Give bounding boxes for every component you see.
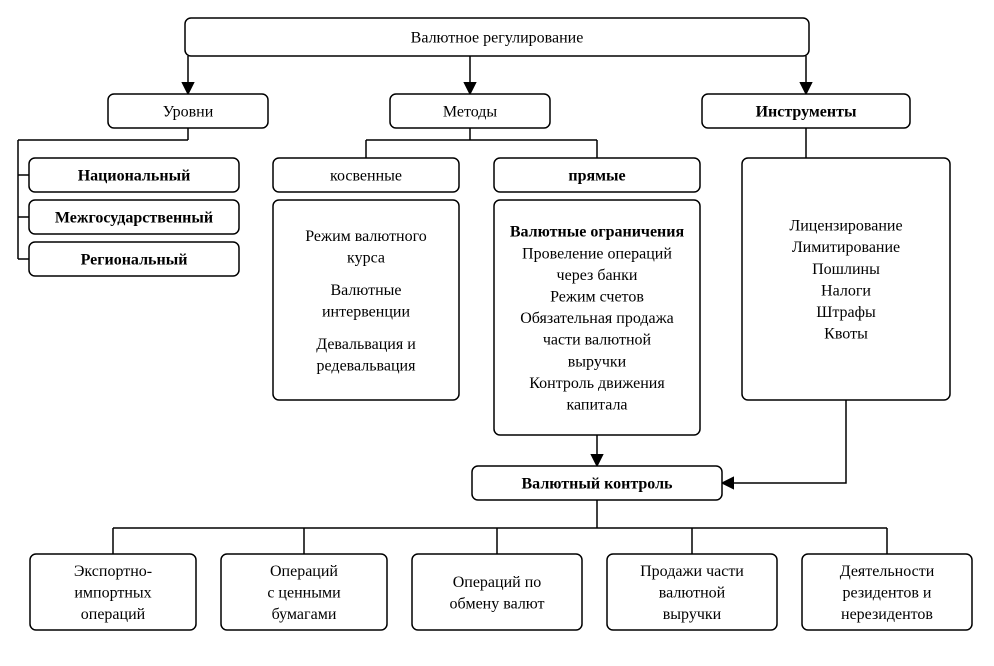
line-b1-0: Экспортно- <box>74 563 152 580</box>
line-instr_big-5: Квоты <box>824 326 868 343</box>
label-direct: прямые <box>568 168 625 185</box>
label-indirect: косвенные <box>330 168 402 185</box>
line-instr_big-0: Лицензирование <box>789 218 902 235</box>
line-instr_big-1: Лимитирование <box>792 239 900 256</box>
label-national: Национальный <box>78 168 191 185</box>
line-b4-1: валютной <box>659 585 726 602</box>
line-instr_big-3: Налоги <box>821 282 871 299</box>
line-b3-0: Операций по <box>453 574 542 591</box>
line-b5-0: Деятельности <box>840 563 935 580</box>
line-instr_big-4: Штрафы <box>816 304 876 321</box>
line-b2-2: бумагами <box>272 606 337 623</box>
line-direct_big-6: выручки <box>568 353 627 370</box>
line-b2-1: с ценными <box>267 585 341 602</box>
line-direct_big-7: Контроль движения <box>529 375 665 392</box>
line-indirect_big-3: интервенции <box>322 303 410 320</box>
line-b3-1: обмену валют <box>449 595 544 612</box>
line-direct_big-5: части валютной <box>543 332 652 349</box>
line-indirect_big-1: курса <box>347 249 385 266</box>
node-instr_big <box>742 158 950 400</box>
line-b2-0: Операций <box>270 563 338 580</box>
label-interstate: Межгосударственный <box>55 210 213 227</box>
line-b1-2: операций <box>81 606 146 623</box>
label-instruments: Инструменты <box>756 104 857 121</box>
line-direct_big-1: Провеление операций <box>522 245 672 262</box>
label-regional: Региональный <box>81 252 188 269</box>
line-direct_big-4: Обязательная продажа <box>520 310 674 327</box>
node-b3 <box>412 554 582 630</box>
line-b4-0: Продажи части <box>640 563 744 580</box>
line-indirect_big-5: редевальвация <box>317 357 417 374</box>
line-direct_big-0: Валютные ограничения <box>510 224 685 241</box>
line-b5-1: резидентов и <box>843 585 932 602</box>
line-direct_big-3: Режим счетов <box>550 289 644 306</box>
line-b1-1: импортных <box>74 585 151 602</box>
line-direct_big-2: через банки <box>557 267 638 284</box>
line-indirect_big-4: Девальвация и <box>316 336 416 353</box>
line-instr_big-2: Пошлины <box>812 261 880 278</box>
label-methods: Методы <box>443 104 498 121</box>
line-indirect_big-0: Режим валютного <box>305 228 427 245</box>
edge <box>722 400 846 483</box>
label-levels: Уровни <box>163 104 214 121</box>
label-root: Валютное регулирование <box>411 30 584 47</box>
line-b4-2: выручки <box>663 606 722 623</box>
line-direct_big-8: капитала <box>566 397 627 414</box>
line-indirect_big-2: Валютные <box>330 282 401 299</box>
label-control: Валютный контроль <box>522 476 674 493</box>
line-b5-2: нерезидентов <box>841 606 933 623</box>
